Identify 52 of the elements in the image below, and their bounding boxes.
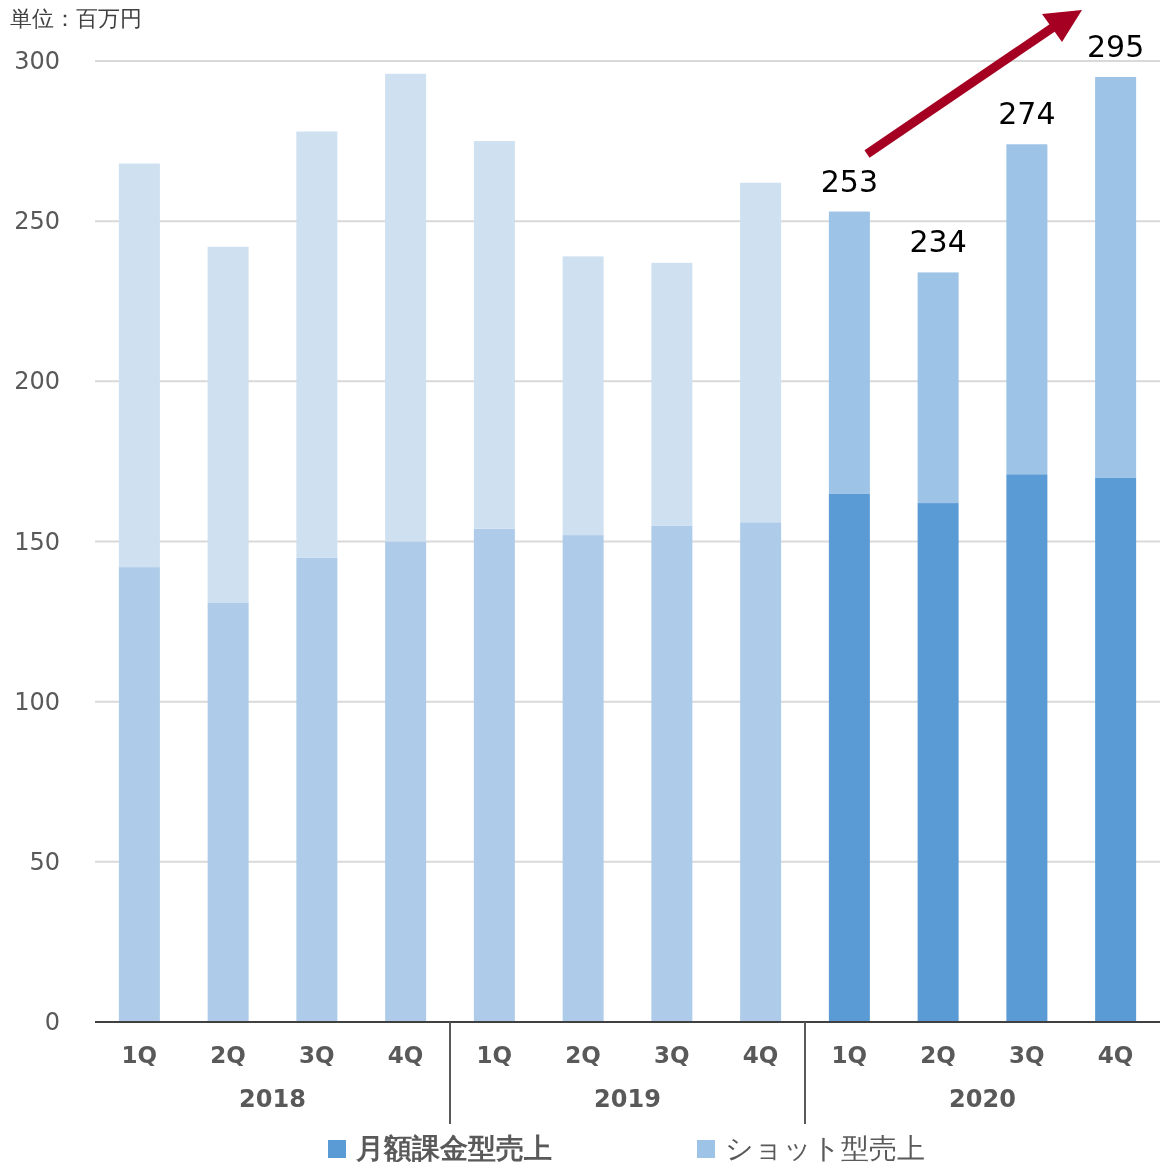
bar — [562, 256, 604, 536]
bar — [917, 272, 959, 504]
bar — [562, 535, 604, 1022]
legend-label: ショット型売上 — [725, 1132, 925, 1162]
text: 2019 — [594, 1085, 661, 1113]
bar — [296, 557, 338, 1022]
bar — [118, 567, 160, 1022]
bar — [651, 262, 693, 526]
bar — [740, 182, 782, 523]
bar — [473, 141, 515, 529]
x-tick-label: 1Q — [831, 1042, 868, 1068]
bar — [740, 522, 782, 1022]
bar — [1006, 144, 1048, 475]
x-tick-label: 3Q — [299, 1042, 335, 1068]
y-tick-label: 250 — [14, 207, 60, 236]
y-tick-label: 300 — [14, 47, 60, 75]
bar — [118, 163, 160, 568]
bar — [473, 528, 515, 1022]
x-tick-label: 4Q — [1097, 1042, 1134, 1068]
bar — [1095, 477, 1137, 1022]
total-label: 274 — [998, 96, 1056, 132]
bar — [385, 541, 427, 1022]
total-label: 295 — [1086, 29, 1145, 65]
y-tick-label: 50 — [29, 847, 60, 876]
bar — [207, 246, 249, 603]
y-tick-label: 200 — [14, 367, 60, 396]
x-tick-label: 3Q — [1009, 1042, 1045, 1068]
x-tick-label: 2Q — [565, 1042, 601, 1068]
bar — [828, 493, 870, 1022]
total-label: 253 — [820, 163, 879, 199]
bar — [1095, 77, 1137, 478]
x-tick-label: 1Q — [121, 1042, 158, 1068]
x-tick-label: 2Q — [210, 1042, 246, 1068]
x-tick-label: 3Q — [654, 1042, 690, 1068]
x-tick-label: 4Q — [387, 1042, 424, 1068]
bar — [651, 525, 693, 1022]
text: 2020 — [949, 1085, 1016, 1113]
x-tick-label: 2Q — [920, 1042, 956, 1068]
total-label: 234 — [909, 224, 967, 260]
bar — [296, 131, 338, 558]
text: 2018 — [239, 1085, 306, 1113]
y-tick-label: 100 — [14, 687, 60, 716]
bar — [917, 503, 959, 1022]
bar — [828, 211, 870, 494]
chart-subtitle: 単位：百万円 — [10, 6, 142, 31]
bar — [207, 602, 249, 1022]
x-tick-label: 4Q — [742, 1042, 779, 1068]
bar — [1006, 474, 1048, 1022]
bar — [385, 73, 427, 542]
y-tick-label: 150 — [14, 527, 60, 556]
y-tick-label: 0 — [44, 1008, 60, 1036]
x-tick-label: 1Q — [476, 1042, 513, 1068]
